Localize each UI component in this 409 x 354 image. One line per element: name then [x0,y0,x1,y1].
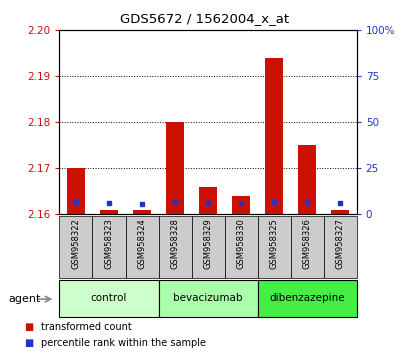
Text: GDS5672 / 1562004_x_at: GDS5672 / 1562004_x_at [120,12,289,25]
Bar [158,216,191,278]
Text: dibenzazepine: dibenzazepine [269,293,344,303]
Text: bevacizumab: bevacizumab [173,293,242,303]
Text: GSM958330: GSM958330 [236,218,245,269]
Bar [323,216,356,278]
Text: agent: agent [8,294,40,304]
Bar [100,210,118,214]
Bar [59,280,158,317]
Bar [231,196,249,214]
Text: transformed count: transformed count [41,322,131,332]
Bar [191,216,224,278]
Text: GSM958327: GSM958327 [335,218,344,269]
Text: ■: ■ [25,322,34,332]
Text: GSM958324: GSM958324 [137,218,146,269]
Bar [257,280,356,317]
Text: GSM958325: GSM958325 [269,218,278,269]
Bar [92,216,125,278]
Text: GSM958322: GSM958322 [71,218,80,269]
Bar [224,216,257,278]
Text: GSM958329: GSM958329 [203,218,212,269]
Bar [257,216,290,278]
Bar [290,216,323,278]
Bar [198,187,217,214]
Text: control: control [90,293,127,303]
Bar [125,216,158,278]
Text: ■: ■ [25,338,34,348]
Bar [264,58,283,214]
Bar [297,145,315,214]
Text: GSM958326: GSM958326 [302,218,311,269]
Bar [59,216,92,278]
Text: GSM958328: GSM958328 [170,218,179,269]
Bar [158,280,257,317]
Bar [330,210,348,214]
Bar [67,168,85,214]
Text: percentile rank within the sample: percentile rank within the sample [41,338,205,348]
Bar [133,210,151,214]
Text: GSM958323: GSM958323 [104,218,113,269]
Bar [166,122,184,214]
